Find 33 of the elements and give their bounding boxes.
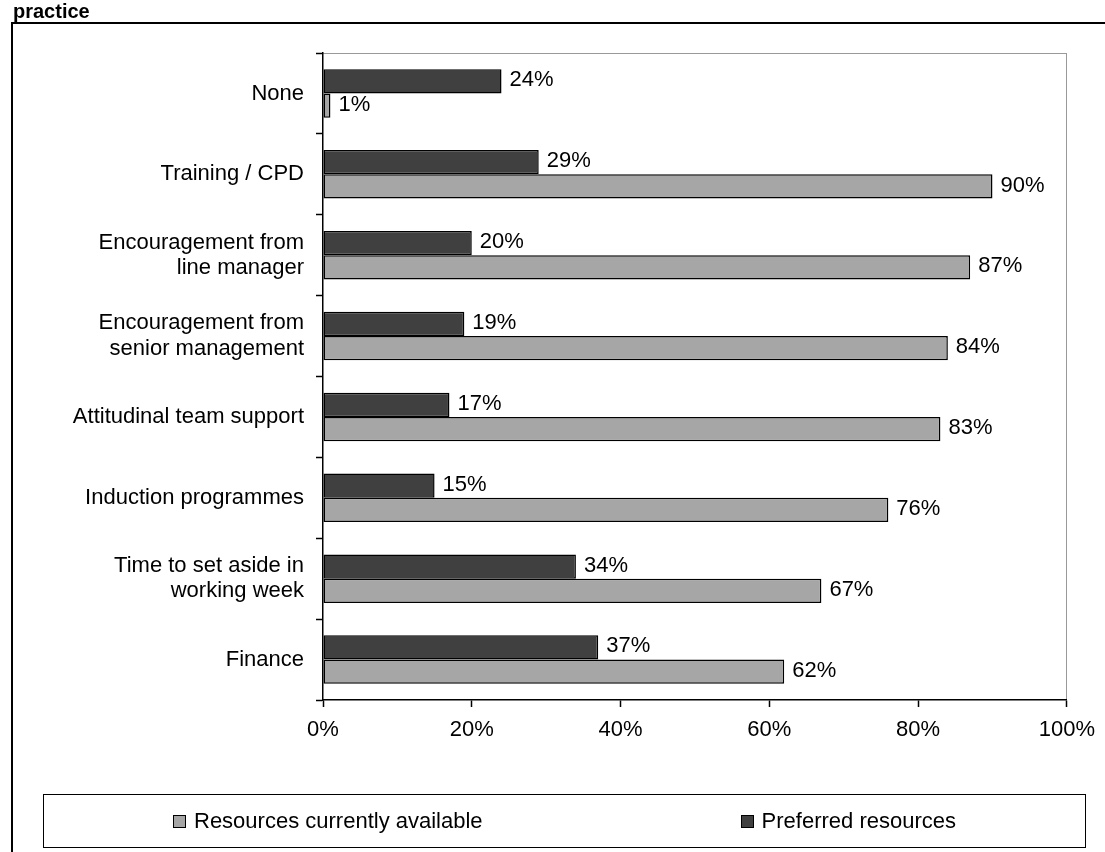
y-tick-label: Induction programmes (85, 483, 304, 509)
data-label: 87% (978, 252, 1023, 278)
data-label: 15% (442, 470, 487, 496)
x-tick-label: 20% (449, 715, 494, 741)
data-label: 1% (338, 90, 371, 116)
data-label: 67% (829, 575, 874, 601)
y-tick-label: Encouragement from line manager (98, 228, 304, 279)
data-label: 83% (948, 414, 993, 440)
x-tick-label: 0% (307, 715, 339, 741)
data-label: 24% (509, 66, 554, 92)
data-label: 34% (583, 551, 628, 577)
data-label: 90% (1000, 171, 1045, 197)
data-label: 20% (479, 228, 524, 254)
text: practice (13, 0, 90, 22)
x-tick-label: 80% (896, 715, 941, 741)
y-tick-label: None (251, 79, 304, 105)
y-tick-label: Training / CPD (160, 160, 304, 186)
data-label: 62% (792, 656, 837, 682)
x-tick-label: 100% (1038, 715, 1096, 741)
data-label: 76% (896, 495, 941, 521)
legend-label: Preferred resources (761, 808, 956, 834)
x-tick-label: 40% (598, 715, 643, 741)
y-tick-label: Attitudinal team support (72, 403, 304, 428)
y-tick-label: Finance (225, 645, 304, 671)
data-label: 37% (606, 632, 651, 658)
data-label: 19% (472, 308, 517, 334)
y-tick-label: Time to set aside in working week (114, 552, 305, 603)
x-tick-label: 60% (747, 715, 792, 741)
legend-label: Resources currently available (194, 808, 483, 834)
data-label: 29% (546, 147, 591, 173)
y-tick-label: Encouragement from senior management (98, 309, 304, 360)
data-label: 17% (457, 389, 502, 415)
data-label: 84% (955, 333, 1000, 359)
